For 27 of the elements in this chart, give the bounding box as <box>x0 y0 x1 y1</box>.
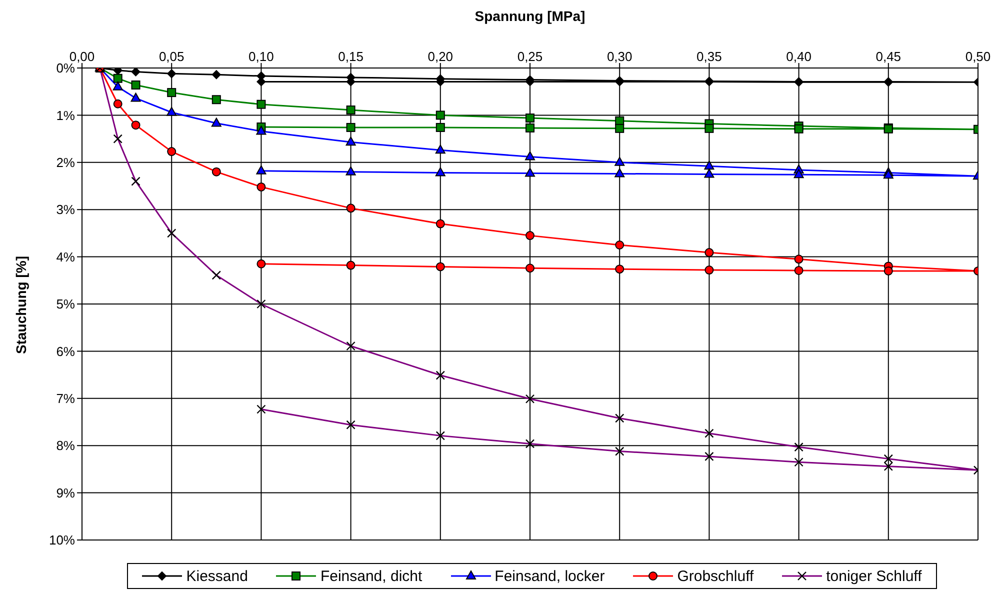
legend-label: Feinsand, locker <box>494 568 605 584</box>
y-tick-label: 3% <box>56 202 76 218</box>
x-tick-label: 0,35 <box>696 49 722 64</box>
x-tick-label: 0,30 <box>606 49 632 64</box>
legend-label: Grobschluff <box>677 568 754 584</box>
x-tick-label: 0,10 <box>248 49 274 64</box>
x-tick-label: 0,20 <box>428 49 454 64</box>
x-tick-label: 0,45 <box>876 49 902 64</box>
x-tick-label: 0,05 <box>158 49 184 64</box>
x-tick-label: 0,15 <box>338 49 364 64</box>
y-tick-label: 4% <box>56 249 76 264</box>
legend-label: Feinsand, dicht <box>320 568 422 584</box>
legend-label: Kiessand <box>186 568 248 584</box>
legend-label: toniger Schluff <box>826 568 922 584</box>
x-tick-label: 0,40 <box>786 49 812 64</box>
y-tick-label: 8% <box>56 438 76 454</box>
x-tick-label: 0,50 <box>965 49 991 64</box>
y-tick-label: 2% <box>56 155 76 170</box>
y-tick-label: 9% <box>56 485 76 500</box>
x-tick-label: 0,25 <box>517 49 543 64</box>
y-tick-label: 10% <box>48 532 76 548</box>
y-tick-label: 7% <box>56 391 76 406</box>
y-tick-label: 6% <box>56 344 76 359</box>
x-axis-title: Spannung [MPa] <box>474 8 586 24</box>
y-tick-label: 5% <box>56 296 76 312</box>
y-tick-label: 1% <box>56 108 76 123</box>
y-axis-title: Stauchung [%] <box>12 256 29 354</box>
